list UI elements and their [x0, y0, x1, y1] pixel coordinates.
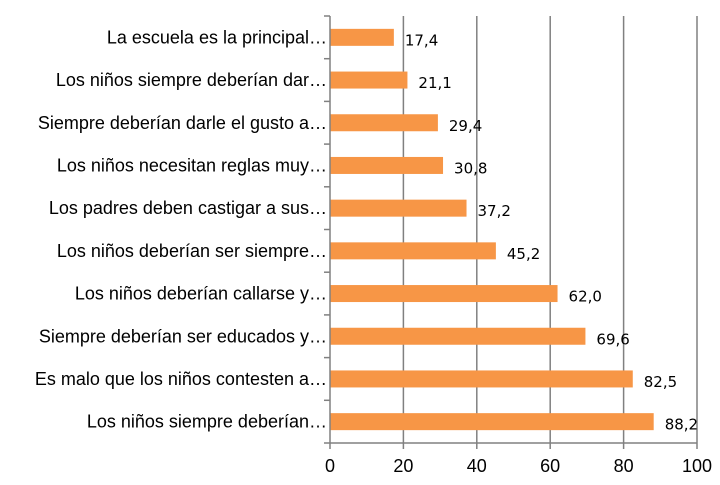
data-label: 29,4 [449, 117, 482, 135]
bar [330, 114, 438, 132]
category-label: Los niños siempre deberían dar… [56, 70, 327, 90]
x-tick-label: 0 [325, 456, 335, 476]
bar [330, 242, 496, 260]
category-label: Es malo que los niños contesten a… [35, 369, 327, 389]
bar [330, 327, 586, 345]
bar [330, 156, 444, 174]
category-label: Siempre deberían ser educados y… [39, 326, 327, 346]
data-label: 45,2 [507, 245, 540, 263]
category-label: Los niños deberían ser siempre… [57, 241, 327, 261]
data-label: 82,5 [644, 373, 677, 391]
data-label: 69,6 [596, 330, 629, 348]
data-label: 21,1 [418, 74, 451, 92]
category-label: Los niños necesitan reglas muy… [57, 155, 327, 175]
x-tick-label: 20 [393, 456, 413, 476]
category-label: Siempre deberían darle el gusto a… [38, 113, 327, 133]
labels: La escuela es la principal… Los niños sie… [35, 27, 712, 476]
bar [330, 413, 654, 431]
x-tick-label: 40 [467, 456, 487, 476]
bar [330, 28, 394, 46]
data-label: 17,4 [405, 31, 438, 49]
data-label: 37,2 [478, 202, 511, 220]
x-tick-label: 60 [540, 456, 560, 476]
bar [330, 370, 633, 388]
x-tick-label: 80 [614, 456, 634, 476]
data-label: 88,2 [665, 416, 698, 434]
bar [330, 199, 467, 217]
axes [324, 15, 698, 449]
bar [330, 285, 558, 303]
category-label: Los niños deberían callarse y… [75, 284, 327, 304]
category-label: Los niños siempre deberían… [87, 412, 327, 432]
category-label: Los padres deben castigar a sus… [49, 198, 327, 218]
bars [330, 28, 654, 431]
x-tick-label: 100 [682, 456, 712, 476]
data-label: 30,8 [454, 159, 487, 177]
bar [330, 71, 408, 89]
data-label: 62,0 [569, 288, 602, 306]
category-label: La escuela es la principal… [107, 27, 327, 47]
